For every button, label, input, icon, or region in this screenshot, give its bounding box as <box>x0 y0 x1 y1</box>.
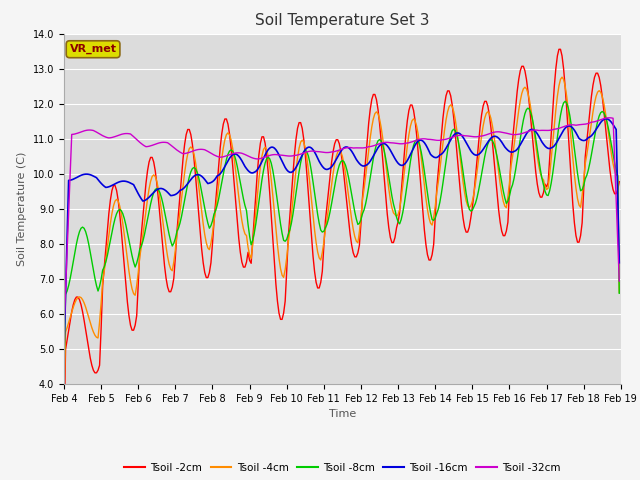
Title: Soil Temperature Set 3: Soil Temperature Set 3 <box>255 13 429 28</box>
Legend: Tsoil -2cm, Tsoil -4cm, Tsoil -8cm, Tsoil -16cm, Tsoil -32cm: Tsoil -2cm, Tsoil -4cm, Tsoil -8cm, Tsoi… <box>120 458 564 477</box>
X-axis label: Time: Time <box>329 409 356 419</box>
Text: VR_met: VR_met <box>70 44 116 54</box>
Y-axis label: Soil Temperature (C): Soil Temperature (C) <box>17 152 28 266</box>
